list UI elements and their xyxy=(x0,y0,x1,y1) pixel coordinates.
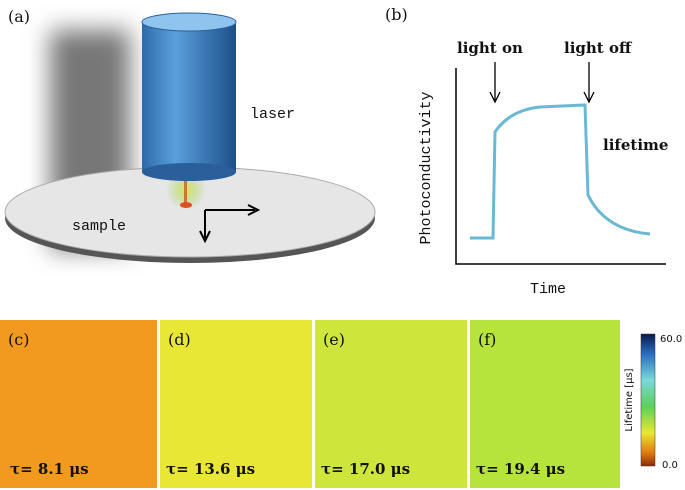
y-label: Photoconductivity xyxy=(418,91,435,244)
colorbar-title: Lifetime [μs] xyxy=(624,368,635,431)
light-off: light off xyxy=(564,39,633,57)
panel-a: (a) laser sample xyxy=(4,7,376,263)
tau: τ= 8.1 μs xyxy=(10,460,89,478)
tau: τ= 13.6 μs xyxy=(166,460,255,478)
arrows xyxy=(199,204,261,244)
panel-label: (a) xyxy=(8,7,30,26)
map-label: (d) xyxy=(168,330,191,349)
map-label: (c) xyxy=(8,330,29,349)
map xyxy=(315,320,467,488)
sample-label: sample xyxy=(72,218,126,235)
laser-label: laser xyxy=(250,106,295,123)
beam xyxy=(184,165,187,205)
tau: τ= 19.4 μs xyxy=(476,460,565,478)
laser-top xyxy=(141,12,237,32)
map-label: (f) xyxy=(478,330,496,349)
spot xyxy=(180,202,192,208)
colorbar-max: 60.0 xyxy=(660,334,682,345)
laser-body xyxy=(142,22,236,172)
colorbar-scale xyxy=(640,333,656,467)
colorbar: Lifetime [μs] 60.0 0.0 xyxy=(624,333,682,471)
map xyxy=(160,320,312,488)
tau: τ= 17.0 μs xyxy=(321,460,410,478)
maps: (c) (d) (e) (f) τ= 8.1 μs τ= 13.6 μs τ= … xyxy=(0,320,620,488)
curve xyxy=(470,103,651,240)
colorbar-min: 0.0 xyxy=(662,460,678,471)
map-label: (e) xyxy=(323,330,345,349)
panel-b: (b) light on light off lifetime Photocon… xyxy=(385,5,668,298)
lifetime-label: lifetime xyxy=(603,136,668,154)
laser-bottom xyxy=(142,163,236,181)
map xyxy=(0,320,157,488)
panel-label: (b) xyxy=(385,5,408,24)
map xyxy=(470,320,620,488)
arrows xyxy=(489,62,595,104)
axes xyxy=(455,68,666,265)
light-on: light on xyxy=(457,39,523,57)
x-label: Time xyxy=(530,281,566,298)
